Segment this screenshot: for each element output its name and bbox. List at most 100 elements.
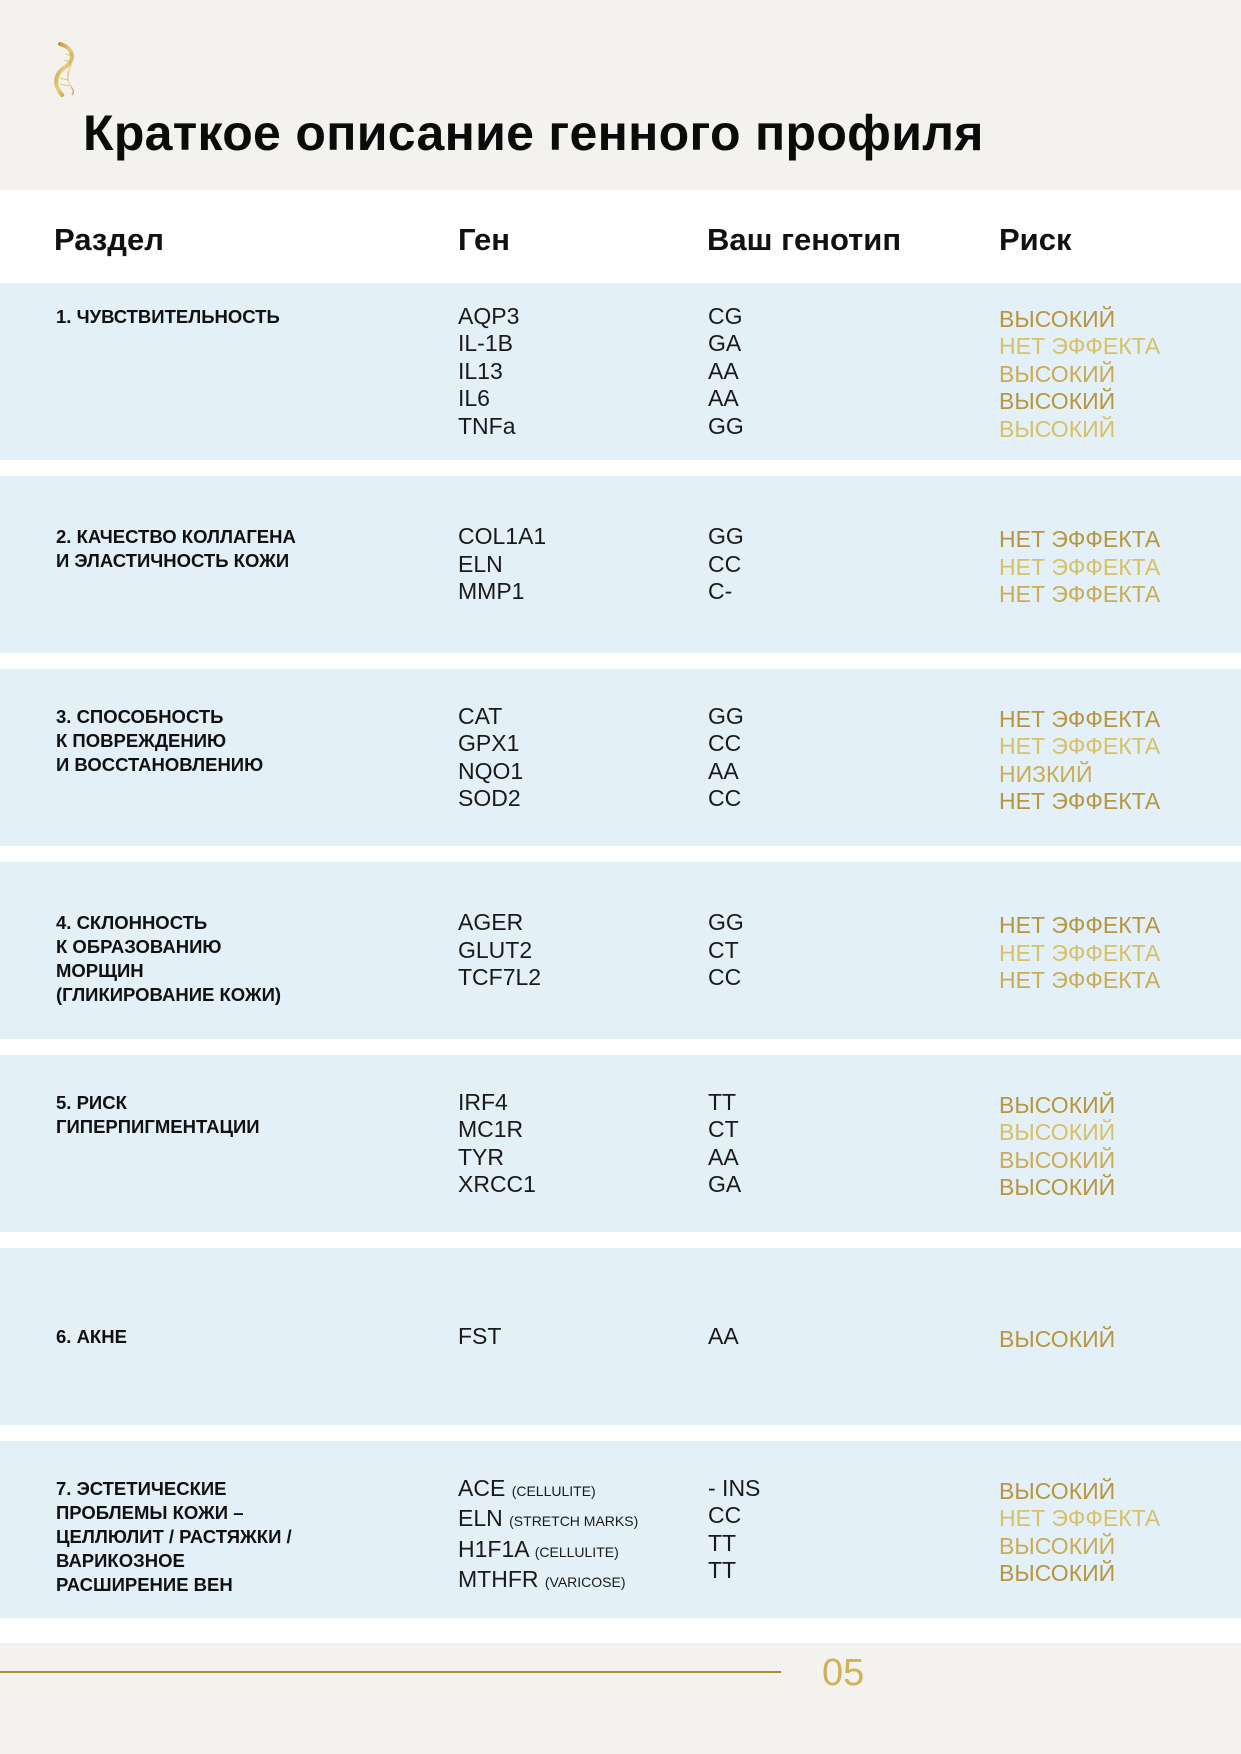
risk-value: ВЫСОКИЙ xyxy=(999,1477,1116,1504)
genotype-value: CG xyxy=(708,302,743,329)
section-label-line: (ГЛИКИРОВАНИЕ КОЖИ) xyxy=(56,984,282,1006)
gene-item: TCF7L2 xyxy=(458,964,541,992)
risk-value: НЕТ ЭФФЕКТА xyxy=(999,733,1161,759)
header-risk: Риск xyxy=(999,222,1072,257)
gene-name: GPX1 xyxy=(458,730,520,756)
genotype-value: AA xyxy=(708,385,739,412)
section-label-line: К ОБРАЗОВАНИЮ xyxy=(56,936,222,958)
table-row: 7. ЭСТЕТИЧЕСКИЕ ПРОБЛЕМЫ КОЖИ – ЦЕЛЛЮЛИТ /… xyxy=(0,1441,1241,1618)
genotype-value: AA xyxy=(708,1322,739,1349)
gene-name: FST xyxy=(458,1322,502,1349)
genotype-value: AA xyxy=(708,757,739,784)
genotype-value: TT xyxy=(708,1529,737,1556)
risk-list: ВЫСОКИЙ НЕТ ЭФФЕКТА ВЫСОКИЙ ВЫСОКИЙ ВЫСОКИЙ xyxy=(999,306,1160,444)
risk-value: ВЫСОКИЙ xyxy=(999,1532,1116,1559)
gene-name: H1F1A xyxy=(458,1535,529,1562)
gene-item: MMP1 xyxy=(458,578,546,606)
gene-name: IL6 xyxy=(458,385,490,412)
section-label-line: РАСШИРЕНИЕ ВЕН xyxy=(56,1573,233,1595)
risk-value: НЕТ ЭФФЕКТА xyxy=(999,526,1161,553)
genotype-value: CC xyxy=(708,550,742,577)
gene-item: AGER xyxy=(458,909,541,937)
gene-note: (CELLULITE) xyxy=(511,1482,596,1499)
table-row: 2. КАЧЕСТВО КОЛЛАГЕНА И ЭЛАСТИЧНОСТЬ КОЖИ… xyxy=(0,476,1241,653)
table-row: 5. РИСК ГИПЕРПИГМЕНТАЦИИ IRF4 MC1R TYR XRCC1 T… xyxy=(0,1055,1241,1232)
risk-list: НЕТ ЭФФЕКТА НЕТ ЭФФЕКТА НЕТ ЭФФЕКТА xyxy=(999,912,1160,995)
gene-name: MC1R xyxy=(458,1116,524,1142)
risk-value: ВЫСОКИЙ xyxy=(999,415,1116,442)
gene-item: ELN (STRETCH MARKS) xyxy=(458,1505,638,1536)
risk-value: НЕТ ЭФФЕКТА xyxy=(999,333,1161,360)
section-label-line: 2. КАЧЕСТВО КОЛЛАГЕНА xyxy=(56,526,296,548)
genotype-list: AA xyxy=(708,1323,739,1351)
gene-list: ACE (CELLULITE) ELN (STRETCH MARKS) H1F1A … xyxy=(458,1475,638,1597)
gene-item: NQO1 xyxy=(458,758,523,786)
gene-item: CAT xyxy=(458,703,523,731)
genotype-value: CC xyxy=(708,730,742,756)
header-section: Раздел xyxy=(54,222,164,257)
gene-list: FST xyxy=(458,1323,501,1351)
gene-name: MMP1 xyxy=(458,578,525,605)
section-label-line: И ВОССТАНОВЛЕНИЮ xyxy=(56,753,264,775)
gene-name: NQO1 xyxy=(458,757,524,784)
gene-note: (STRETCH MARKS) xyxy=(509,1513,639,1529)
gene-name: TYR xyxy=(458,1143,504,1170)
risk-value: ВЫСОКИЙ xyxy=(999,1119,1116,1145)
section-label-line: ПРОБЛЕМЫ КОЖИ – xyxy=(56,1501,244,1523)
header-genotype: Ваш генотип xyxy=(707,222,902,257)
genotype-list: GG CT CC xyxy=(708,909,744,992)
risk-list: ВЫСОКИЙ ВЫСОКИЙ ВЫСОКИЙ ВЫСОКИЙ xyxy=(999,1092,1115,1202)
risk-value: НЕТ ЭФФЕКТА xyxy=(999,1505,1161,1531)
table-row: 4. СКЛОННОСТЬ К ОБРАЗОВАНИЮ МОРЩИН (ГЛИКИРО… xyxy=(0,862,1241,1039)
risk-value: ВЫСОКИЙ xyxy=(999,1325,1116,1352)
genotype-value: AA xyxy=(708,357,739,384)
genotype-list: GG CC AA CC xyxy=(708,703,744,813)
gene-profile-table: Раздел Ген Ваш генотип Риск 1. ЧУВСТВИТЕ… xyxy=(0,190,1241,1643)
genotype-value: TT xyxy=(708,1088,737,1115)
section-label: 5. РИСК ГИПЕРПИГМЕНТАЦИИ xyxy=(56,1091,386,1139)
risk-value: НЕТ ЭФФЕКТА xyxy=(999,705,1161,732)
gene-name: ACE xyxy=(458,1474,506,1501)
risk-value: НЕТ ЭФФЕКТА xyxy=(999,967,1161,994)
section-label: 7. ЭСТЕТИЧЕСКИЕ ПРОБЛЕМЫ КОЖИ – ЦЕЛЛЮЛИТ /… xyxy=(56,1477,386,1597)
section-label-line: МОРЩИН xyxy=(56,960,144,982)
genotype-value: C- xyxy=(708,578,733,605)
section-label-line: 4. СКЛОННОСТЬ xyxy=(56,912,208,934)
genotype-value: GG xyxy=(708,702,744,729)
gene-name: AQP3 xyxy=(458,302,520,329)
gene-name: AGER xyxy=(458,909,524,936)
genotype-value: GG xyxy=(708,412,744,439)
section-label-line: 1. ЧУВСТВИТЕЛЬНОСТЬ xyxy=(56,305,280,327)
genotype-list: GG CC C- xyxy=(708,523,744,606)
section-label: 1. ЧУВСТВИТЕЛЬНОСТЬ xyxy=(56,305,386,329)
section-label: 6. АКНЕ xyxy=(56,1325,386,1349)
gene-item: XRCC1 xyxy=(458,1171,536,1199)
gene-name: SOD2 xyxy=(458,785,521,811)
gene-item: MTHFR (VARICOSE) xyxy=(458,1566,638,1597)
gene-item: AQP3 xyxy=(458,303,519,331)
gene-item: IL6 xyxy=(458,385,519,413)
dna-logo-icon xyxy=(54,42,75,97)
gene-name: IRF4 xyxy=(458,1088,508,1115)
gene-item: H1F1A (CELLULITE) xyxy=(458,1536,638,1567)
footer-divider xyxy=(0,1671,781,1673)
gene-item: GPX1 xyxy=(458,730,523,758)
section-label-line: 7. ЭСТЕТИЧЕСКИЕ xyxy=(56,1477,227,1499)
genotype-list: CG GA AA AA GG xyxy=(708,303,744,441)
risk-value: ВЫСОКИЙ xyxy=(999,1091,1116,1118)
section-label-line: ЦЕЛЛЮЛИТ / РАСТЯЖКИ / xyxy=(56,1525,292,1547)
genotype-list: TT CT AA GA xyxy=(708,1089,741,1199)
risk-value: НЕТ ЭФФЕКТА xyxy=(999,553,1161,580)
risk-list: ВЫСОКИЙ xyxy=(999,1326,1115,1354)
page-number: 05 xyxy=(822,1652,865,1694)
risk-value: НЕТ ЭФФЕКТА xyxy=(999,788,1161,814)
gene-item: IRF4 xyxy=(458,1089,536,1117)
section-label: 3. СПОСОБНОСТЬ К ПОВРЕЖДЕНИЮ И ВОССТАНОВЛЕ… xyxy=(56,705,386,777)
risk-list: НЕТ ЭФФЕКТА НЕТ ЭФФЕКТА НИЗКИЙ НЕТ ЭФФЕКТА xyxy=(999,706,1160,816)
section-label-line: 3. СПОСОБНОСТЬ xyxy=(56,705,224,727)
gene-item: TNFa xyxy=(458,413,519,441)
genotype-value: AA xyxy=(708,1143,739,1170)
risk-value: ВЫСОКИЙ xyxy=(999,1174,1116,1200)
genotype-value: TT xyxy=(708,1557,737,1583)
gene-name: ELN xyxy=(458,1505,503,1531)
